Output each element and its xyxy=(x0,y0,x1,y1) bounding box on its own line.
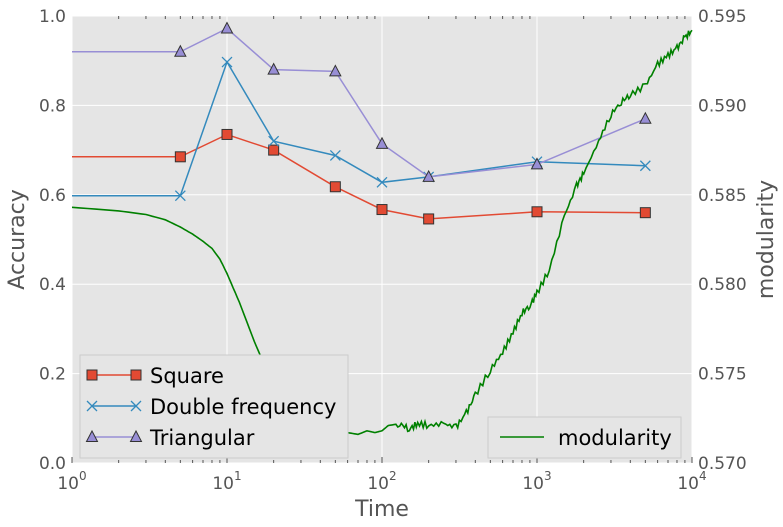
y-tick-label: 0.0 xyxy=(39,454,66,474)
x-tick-exponent: 1 xyxy=(234,469,242,483)
legend-marker xyxy=(130,400,142,412)
y-tick-label: 0.6 xyxy=(39,186,66,206)
data-point xyxy=(423,213,435,225)
data-point xyxy=(174,44,187,57)
x-tick-exponent: 2 xyxy=(389,469,397,483)
data-point xyxy=(639,207,651,219)
x-tick-label: 104 xyxy=(677,469,706,494)
x-tick-base: 10 xyxy=(677,474,699,494)
data-point xyxy=(221,56,233,68)
data-point xyxy=(174,190,186,202)
x-tick-exponent: 4 xyxy=(699,469,707,483)
series-modularity xyxy=(71,29,693,436)
data-point xyxy=(376,204,388,216)
x-tick-label: 100 xyxy=(57,469,86,494)
legend-label: Double frequency xyxy=(150,395,336,419)
x-tick-label: 103 xyxy=(522,469,551,494)
data-point xyxy=(639,111,652,124)
data-point xyxy=(174,151,186,163)
y2-tick-label: 0.585 xyxy=(698,186,747,206)
y-axis-label: Accuracy xyxy=(5,189,30,289)
legend-label: Square xyxy=(150,364,224,388)
data-point xyxy=(329,64,342,77)
data-point xyxy=(329,150,341,161)
data-point xyxy=(221,128,233,140)
x-tick-base: 10 xyxy=(212,474,234,494)
y2-tick-label: 0.570 xyxy=(698,454,747,474)
y2-tick-label: 0.595 xyxy=(698,7,747,27)
y-tick-label: 0.4 xyxy=(39,275,66,295)
legend-marker xyxy=(86,369,98,381)
legend-marker xyxy=(129,429,143,442)
legend-marker xyxy=(86,400,98,412)
legend-left: Square Double frequency Triangular xyxy=(79,354,349,459)
x-tick-exponent: 3 xyxy=(544,469,552,483)
data-point xyxy=(639,160,651,172)
data-point xyxy=(268,135,280,147)
legend-marker xyxy=(130,369,142,381)
y-tick-label: 1.0 xyxy=(39,7,66,27)
legend-label: modularity xyxy=(558,426,672,450)
data-point xyxy=(268,144,280,156)
data-point xyxy=(531,206,543,218)
y2-axis-label: modularity xyxy=(754,180,779,299)
series-line xyxy=(71,29,693,436)
data-point xyxy=(375,136,389,149)
legend-label: Triangular xyxy=(149,426,255,450)
data-point xyxy=(220,21,234,34)
y-tick-label: 0.8 xyxy=(39,96,66,116)
x-tick-exponent: 0 xyxy=(79,469,87,483)
series-layer xyxy=(71,21,693,436)
legend-marker xyxy=(85,429,99,442)
y2-tick-label: 0.575 xyxy=(698,365,747,385)
y2-tick-label: 0.590 xyxy=(698,96,747,116)
data-point xyxy=(376,176,388,188)
data-point xyxy=(329,181,341,193)
x-tick-base: 10 xyxy=(57,474,79,494)
data-point xyxy=(530,157,544,170)
x-tick-label: 101 xyxy=(212,469,241,494)
x-axis-label: Time xyxy=(354,497,409,522)
data-point xyxy=(267,62,280,75)
data-point xyxy=(422,169,435,182)
x-tick-base: 10 xyxy=(367,474,389,494)
tick-labels: 100 101 102 103 1040.00.20.40.60.81.00.5700.… xyxy=(39,7,747,494)
series-triangular xyxy=(72,21,652,182)
y2-tick-label: 0.580 xyxy=(698,275,747,295)
x-tick-label: 102 xyxy=(367,469,396,494)
y-tick-label: 0.2 xyxy=(39,365,66,385)
x-tick-base: 10 xyxy=(522,474,544,494)
grid xyxy=(71,15,693,464)
legend-right: modularity xyxy=(487,416,682,459)
